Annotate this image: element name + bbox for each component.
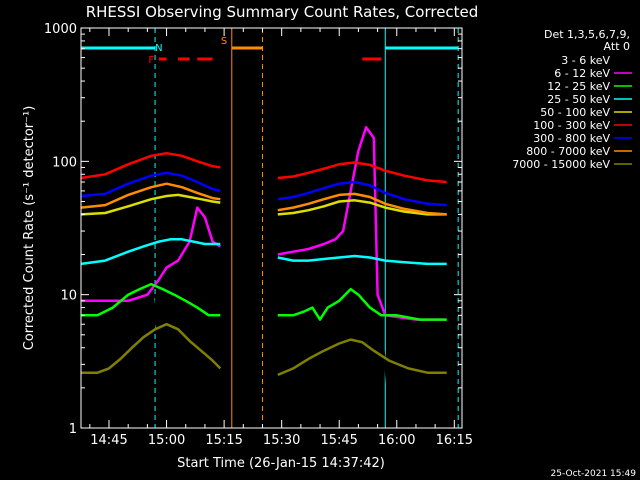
status-bar-label: N: [155, 43, 162, 54]
legend-entry-label: 12 - 25 keV: [547, 80, 610, 93]
x-tick-label: 16:00: [378, 433, 415, 448]
status-bar-label: F: [148, 55, 154, 66]
series-line: [81, 322, 222, 374]
x-tick-label: 15:30: [263, 433, 300, 448]
plot-area: NF S: [80, 28, 459, 428]
x-axis-label: Start Time (26-Jan-15 14:37:42): [177, 456, 385, 471]
legend-entry-label: 100 - 300 keV: [533, 119, 610, 132]
legend-entry-label: 6 - 12 keV: [554, 67, 610, 80]
y-tick-label: 1: [69, 422, 77, 437]
legend-header: Det 1,3,5,6,7,9,: [544, 28, 630, 41]
legend-entry-label: 3 - 6 keV: [561, 54, 610, 67]
footer-timestamp: 25-Oct-2021 15:49: [551, 469, 637, 479]
series-line: [80, 206, 221, 415]
y-tick-label: 1000: [44, 22, 77, 37]
series-line: [80, 151, 221, 180]
legend-entry-label: 25 - 50 keV: [547, 93, 610, 106]
x-tick-label: 16:15: [436, 433, 473, 448]
series-line: [277, 192, 447, 216]
x-tick-label: 14:45: [90, 433, 127, 448]
series-line: [80, 171, 221, 198]
series-line: [277, 287, 447, 321]
series-line: [277, 199, 447, 216]
series-line: [277, 338, 447, 377]
x-tick-label: 15:00: [148, 433, 185, 448]
series-line: [277, 136, 447, 410]
y-axis-label: Corrected Count Rate (s⁻¹ detector⁻¹): [22, 106, 37, 351]
series-line: [80, 182, 221, 209]
series-line: [277, 180, 447, 207]
series-line: [81, 282, 221, 317]
series-line: [81, 206, 221, 303]
plot-frame: [80, 27, 463, 429]
series-line: [80, 193, 221, 216]
chart-title: RHESSI Observing Summary Count Rates, Co…: [86, 3, 479, 21]
legend-entry-label: 300 - 800 keV: [533, 132, 610, 145]
y-tick-label: 10: [60, 289, 77, 304]
legend-entry-label: 800 - 7000 keV: [526, 145, 610, 158]
legend-header: Att 0: [604, 40, 630, 53]
x-tick-label: 15:15: [205, 433, 242, 448]
series-line: [277, 161, 447, 184]
series-line: [277, 126, 447, 321]
series-line: [80, 238, 221, 266]
status-bar-label: S: [221, 36, 227, 47]
legend-entry-label: 50 - 100 keV: [540, 106, 610, 119]
legend-entry-label: 7000 - 15000 keV: [512, 158, 610, 171]
axes: 1 10 100 1000 14:45 15:00 15:15 15:30 15:45 16:00…: [44, 22, 473, 448]
series-line: [277, 254, 447, 266]
y-tick-label: 100: [52, 155, 77, 170]
x-tick-label: 15:45: [320, 433, 357, 448]
